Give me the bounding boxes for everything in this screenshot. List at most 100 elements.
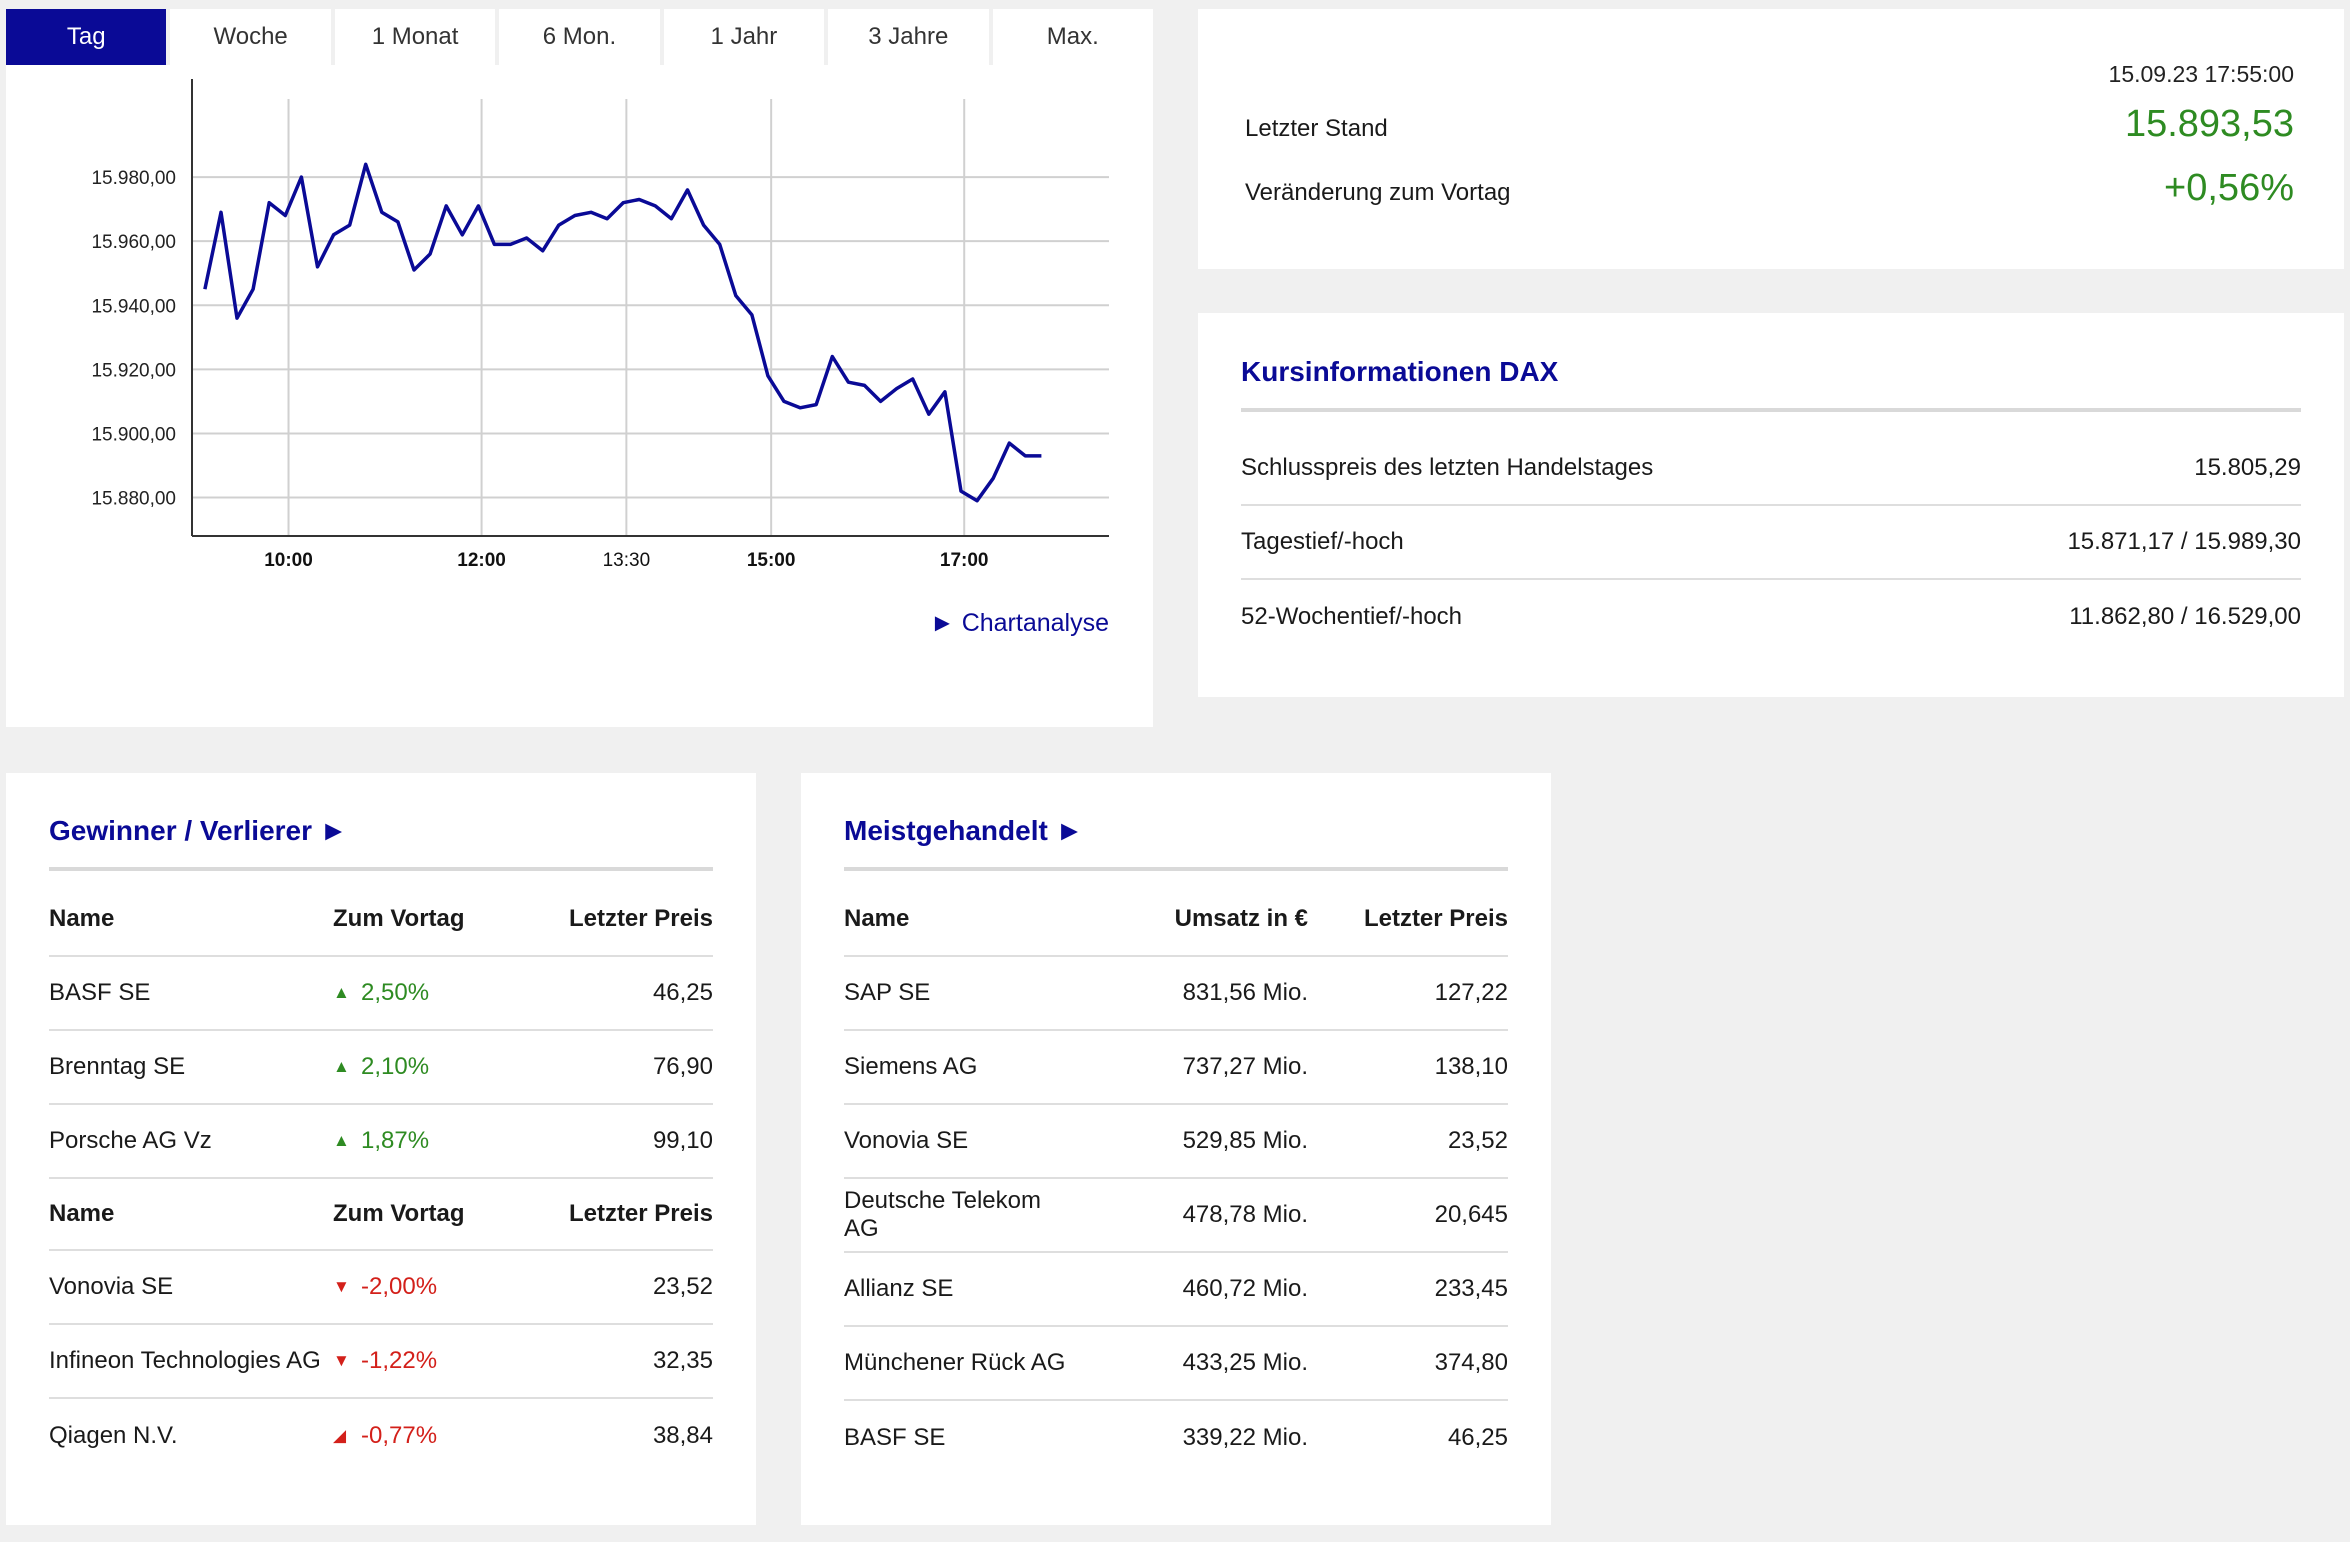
most-traded-title[interactable]: Meistgehandelt ►: [844, 815, 1084, 846]
stock-name[interactable]: BASF SE: [844, 1424, 946, 1451]
triangle-up-icon: ▲: [333, 983, 350, 1002]
stock-price: 233,45: [1434, 1275, 1508, 1302]
x-tick-label: 12:00: [457, 550, 506, 571]
stock-price: 76,90: [652, 1053, 713, 1080]
stock-name[interactable]: Siemens AG: [844, 1053, 978, 1080]
table-row[interactable]: Siemens AG 737,27 Mio. 138,10: [844, 1031, 1508, 1105]
stock-name[interactable]: Vonovia SE: [844, 1127, 969, 1154]
table-row[interactable]: Vonovia SE 529,85 Mio. 23,52: [844, 1105, 1508, 1179]
table-row[interactable]: Vonovia SE ▼ -2,00% 23,52: [49, 1251, 713, 1325]
info-row: Schlusspreis des letzten Handelstages 15…: [1241, 432, 2301, 506]
info-row-value: 15.805,29: [2194, 454, 2301, 481]
y-tick-label: 15.920,00: [91, 360, 176, 381]
tab-max[interactable]: Max.: [992, 9, 1153, 65]
y-tick-label: 15.880,00: [91, 489, 176, 510]
triangle-down-right-icon: ◢: [333, 1426, 347, 1445]
most-traded-table: Name Umsatz in € Letzter Preis SAP SE 83…: [844, 883, 1508, 1475]
table-row[interactable]: BASF SE ▲ 2,50% 46,25: [49, 957, 713, 1031]
table-row[interactable]: Brenntag SE ▲ 2,10% 76,90: [49, 1031, 713, 1105]
table-header-row: Name Umsatz in € Letzter Preis: [844, 883, 1508, 957]
info-title: Kursinformationen DAX: [1241, 356, 1559, 387]
info-row: 52-Wochentief/-hoch 11.862,80 / 16.529,0…: [1241, 580, 2301, 654]
info-row-label: 52-Wochentief/-hoch: [1241, 603, 1463, 630]
stock-name[interactable]: Porsche AG Vz: [49, 1127, 212, 1154]
gainers-losers-panel: Gewinner / Verlierer ► Name Zum Vortag L…: [6, 773, 756, 1525]
info-row: Tagestief/-hoch 15.871,17 / 15.989,30: [1241, 506, 2301, 580]
stock-price: 127,22: [1434, 979, 1508, 1006]
table-row[interactable]: Qiagen N.V. ◢ -0,77% 38,84: [49, 1399, 713, 1473]
stock-name[interactable]: Vonovia SE: [49, 1273, 174, 1300]
stock-change: 2,50%: [361, 979, 430, 1006]
intraday-chart: 15.880,00 15.900,00 15.920,00 15.940,00 15.9…: [91, 79, 1109, 571]
stock-volume: 529,85 Mio.: [1182, 1127, 1308, 1154]
period-tabs: Tag Woche 1 Monat 6 Mon. 1 Jahr 3 Jahre …: [6, 9, 1153, 65]
x-tick-label: 15:00: [747, 550, 796, 571]
tab-tag[interactable]: Tag: [6, 9, 167, 65]
stock-change: 2,10%: [361, 1053, 430, 1080]
y-tick-label: 15.900,00: [91, 424, 176, 445]
col-header-price: Letzter Preis: [1363, 905, 1508, 932]
stock-name[interactable]: BASF SE: [49, 979, 151, 1006]
table-row[interactable]: Münchener Rück AG 433,25 Mio. 374,80: [844, 1327, 1508, 1401]
stock-volume: 339,22 Mio.: [1182, 1424, 1308, 1451]
table-row[interactable]: Porsche AG Vz ▲ 1,87% 99,10: [49, 1105, 713, 1179]
col-header-volume: Umsatz in €: [1174, 905, 1308, 932]
stock-price: 46,25: [1447, 1424, 1508, 1451]
stock-price: 32,35: [652, 1347, 713, 1374]
stock-price: 23,52: [1447, 1127, 1508, 1154]
stock-name[interactable]: Allianz SE: [844, 1275, 954, 1302]
y-tick-label: 15.960,00: [91, 232, 176, 253]
tab-woche[interactable]: Woche: [170, 9, 331, 65]
stock-name[interactable]: Qiagen N.V.: [49, 1422, 178, 1449]
gainers-losers-table: Name Zum Vortag Letzter Preis BASF SE ▲ 2…: [49, 883, 713, 1473]
change-value: +0,56%: [2164, 167, 2294, 209]
stock-change: -2,00%: [361, 1273, 438, 1300]
stock-price: 138,10: [1434, 1053, 1508, 1080]
table-row[interactable]: Infineon Technologies AG ▼ -1,22% 32,35: [49, 1325, 713, 1399]
chart-panel: Tag Woche 1 Monat 6 Mon. 1 Jahr 3 Jahre …: [6, 9, 1153, 727]
stock-price: 23,52: [652, 1273, 713, 1300]
triangle-down-icon: ▼: [333, 1277, 350, 1296]
triangle-up-icon: ▲: [333, 1131, 350, 1150]
title-divider: [1241, 408, 2301, 412]
table-row[interactable]: SAP SE 831,56 Mio. 127,22: [844, 957, 1508, 1031]
col-header-change: Zum Vortag: [333, 1200, 465, 1227]
stock-name[interactable]: Infineon Technologies AG: [49, 1347, 321, 1374]
last-price-value: 15.893,53: [2124, 103, 2294, 145]
y-tick-label: 15.980,00: [91, 168, 176, 189]
stock-name[interactable]: Deutsche Telekom AG: [844, 1187, 1041, 1242]
tab-6-mon[interactable]: 6 Mon.: [499, 9, 660, 65]
stock-volume: 478,78 Mio.: [1182, 1201, 1308, 1228]
chartanalyse-link[interactable]: ► Chartanalyse: [930, 609, 1109, 637]
info-row-label: Schlusspreis des letzten Handelstages: [1241, 454, 1654, 481]
col-header-change: Zum Vortag: [333, 905, 465, 932]
stock-volume: 433,25 Mio.: [1182, 1349, 1308, 1376]
table-row[interactable]: Deutsche Telekom AG 478,78 Mio. 20,645: [844, 1179, 1508, 1253]
stock-name[interactable]: Brenntag SE: [49, 1053, 186, 1080]
stock-price: 99,10: [652, 1127, 713, 1154]
stock-volume: 831,56 Mio.: [1182, 979, 1308, 1006]
col-header-name: Name: [49, 1200, 115, 1227]
table-row[interactable]: Allianz SE 460,72 Mio. 233,45: [844, 1253, 1508, 1327]
stock-change: -1,22%: [361, 1347, 438, 1374]
tab-1-jahr[interactable]: 1 Jahr: [663, 9, 825, 65]
stock-name[interactable]: Münchener Rück AG: [844, 1349, 1066, 1376]
gainers-losers-title[interactable]: Gewinner / Verlierer ►: [49, 815, 348, 846]
y-tick-label: 15.940,00: [91, 296, 176, 317]
stock-price: 20,645: [1434, 1201, 1508, 1228]
col-header-name: Name: [49, 905, 115, 932]
stock-volume: 460,72 Mio.: [1182, 1275, 1308, 1302]
x-tick-label: 10:00: [264, 550, 313, 571]
tab-1-monat[interactable]: 1 Monat: [334, 9, 496, 65]
table-header-row: Name Zum Vortag Letzter Preis: [49, 1179, 713, 1251]
info-row-value: 11.862,80 / 16.529,00: [2069, 603, 2301, 630]
info-row-value: 15.871,17 / 15.989,30: [2067, 528, 2301, 555]
tab-3-jahre[interactable]: 3 Jahre: [828, 9, 989, 65]
table-row[interactable]: BASF SE 339,22 Mio. 46,25: [844, 1401, 1508, 1475]
stock-price: 38,84: [652, 1422, 713, 1449]
col-header-price: Letzter Preis: [568, 905, 713, 932]
stock-name[interactable]: SAP SE: [844, 979, 931, 1006]
table-header-row: Name Zum Vortag Letzter Preis: [49, 883, 713, 957]
last-price-label: Letzter Stand: [1245, 115, 1388, 142]
triangle-up-icon: ▲: [333, 1057, 350, 1076]
